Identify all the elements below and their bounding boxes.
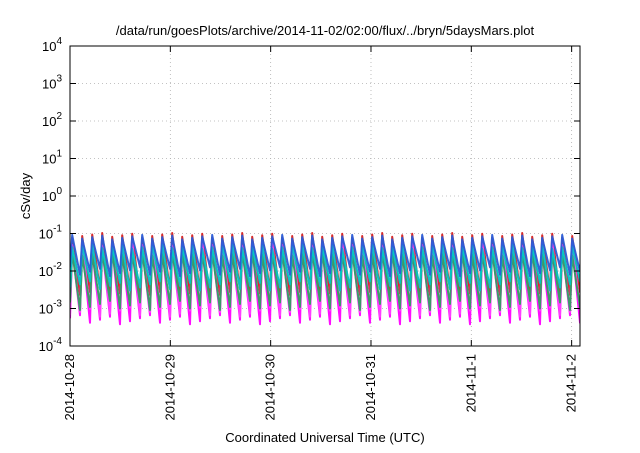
series-line xyxy=(70,233,580,278)
y-tick-label: 10-4 xyxy=(39,336,63,354)
axes: 10-4 10-3 10-2 10-1 100 101 102 103 104 2014-10-2… xyxy=(39,36,580,421)
x-tick-label: 2014-10-31 xyxy=(363,354,378,421)
y-tick-label: 101 xyxy=(42,149,62,167)
y-tick-label: 10-2 xyxy=(39,261,63,279)
y-tick-label: 10-1 xyxy=(39,224,63,242)
x-tick-label: 2014-10-28 xyxy=(62,354,77,421)
x-axis-label: Coordinated Universal Time (UTC) xyxy=(225,430,424,445)
x-tick-label: 2014-11-2 xyxy=(564,354,579,412)
y-tick-label: 10-3 xyxy=(39,299,63,317)
x-tick-label: 2014-10-29 xyxy=(162,354,177,421)
y-tick-label: 104 xyxy=(42,36,62,54)
grid xyxy=(70,46,580,346)
chart-title: /data/run/goesPlots/archive/2014-11-02/0… xyxy=(116,23,535,38)
series-line xyxy=(70,249,580,311)
x-tick-label: 2014-10-30 xyxy=(263,354,278,421)
y-tick-label: 103 xyxy=(42,74,62,92)
series-group xyxy=(70,232,580,326)
y-tick-label: 100 xyxy=(42,186,62,204)
series-line xyxy=(70,243,580,292)
y-axis-label: cSv/day xyxy=(18,172,33,219)
x-tick-label: 2014-11-1 xyxy=(463,354,478,412)
y-tick-label: 102 xyxy=(42,111,62,129)
